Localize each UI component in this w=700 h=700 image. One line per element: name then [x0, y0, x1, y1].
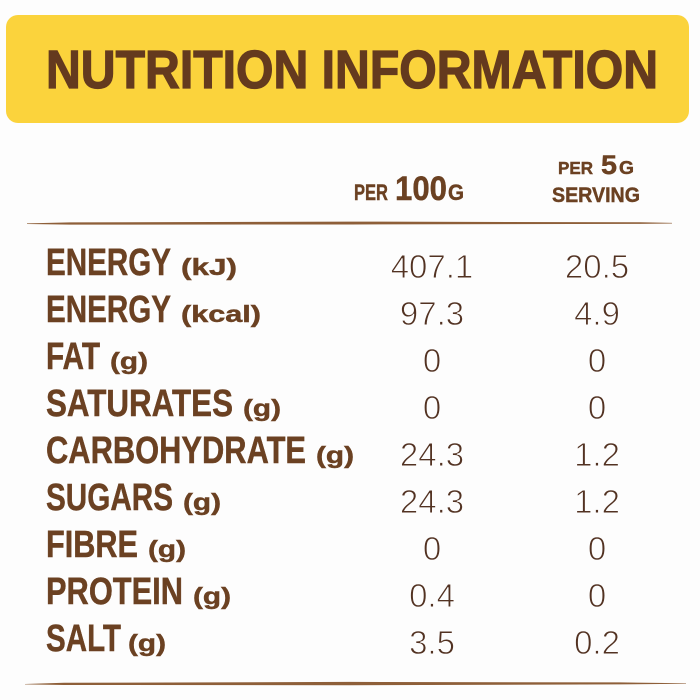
svg-text:20.5: 20.5 [565, 248, 629, 285]
svg-text:(g): (g) [193, 583, 231, 609]
svg-text:24.3: 24.3 [400, 483, 464, 520]
svg-text:0: 0 [588, 530, 606, 567]
svg-text:5: 5 [601, 150, 617, 180]
svg-text:3.5: 3.5 [409, 624, 455, 661]
svg-text:(g): (g) [243, 395, 281, 421]
svg-text:(kcal): (kcal) [181, 301, 261, 327]
svg-text:0.2: 0.2 [574, 624, 620, 661]
svg-text:(g): (g) [128, 630, 166, 656]
svg-text:NUTRITION INFORMATION: NUTRITION INFORMATION [46, 40, 658, 100]
svg-text:FAT: FAT [46, 336, 100, 378]
svg-text:SALT: SALT [46, 618, 121, 660]
svg-text:407.1: 407.1 [391, 248, 474, 285]
svg-text:0: 0 [588, 389, 606, 426]
svg-text:(kJ): (kJ) [181, 254, 237, 280]
svg-text:(g): (g) [148, 536, 186, 562]
svg-text:FIBRE: FIBRE [46, 524, 138, 566]
svg-text:100: 100 [395, 170, 447, 208]
svg-text:SUGARS: SUGARS [46, 477, 173, 519]
svg-text:24.3: 24.3 [400, 436, 464, 473]
svg-text:(g): (g) [316, 442, 354, 468]
svg-text:ENERGY: ENERGY [46, 242, 171, 284]
svg-text:(g): (g) [183, 489, 221, 515]
svg-text:0.4: 0.4 [409, 577, 455, 614]
svg-text:1.2: 1.2 [574, 436, 620, 473]
svg-text:PER: PER [354, 180, 388, 205]
svg-text:97.3: 97.3 [400, 295, 464, 332]
svg-text:CARBOHYDRATE: CARBOHYDRATE [46, 430, 306, 472]
svg-text:(g): (g) [110, 348, 148, 374]
svg-text:0: 0 [423, 342, 441, 379]
svg-text:0: 0 [423, 530, 441, 567]
svg-text:G: G [448, 180, 464, 205]
svg-text:0: 0 [423, 389, 441, 426]
svg-text:SATURATES: SATURATES [46, 383, 233, 425]
svg-text:1.2: 1.2 [574, 483, 620, 520]
svg-text:PROTEIN: PROTEIN [46, 571, 183, 613]
svg-text:SERVING: SERVING [552, 184, 640, 207]
svg-text:4.9: 4.9 [574, 295, 620, 332]
svg-text:0: 0 [588, 342, 606, 379]
svg-text:0: 0 [588, 577, 606, 614]
svg-text:PER: PER [558, 158, 593, 178]
svg-text:G: G [619, 158, 634, 178]
svg-text:ENERGY: ENERGY [46, 289, 171, 331]
